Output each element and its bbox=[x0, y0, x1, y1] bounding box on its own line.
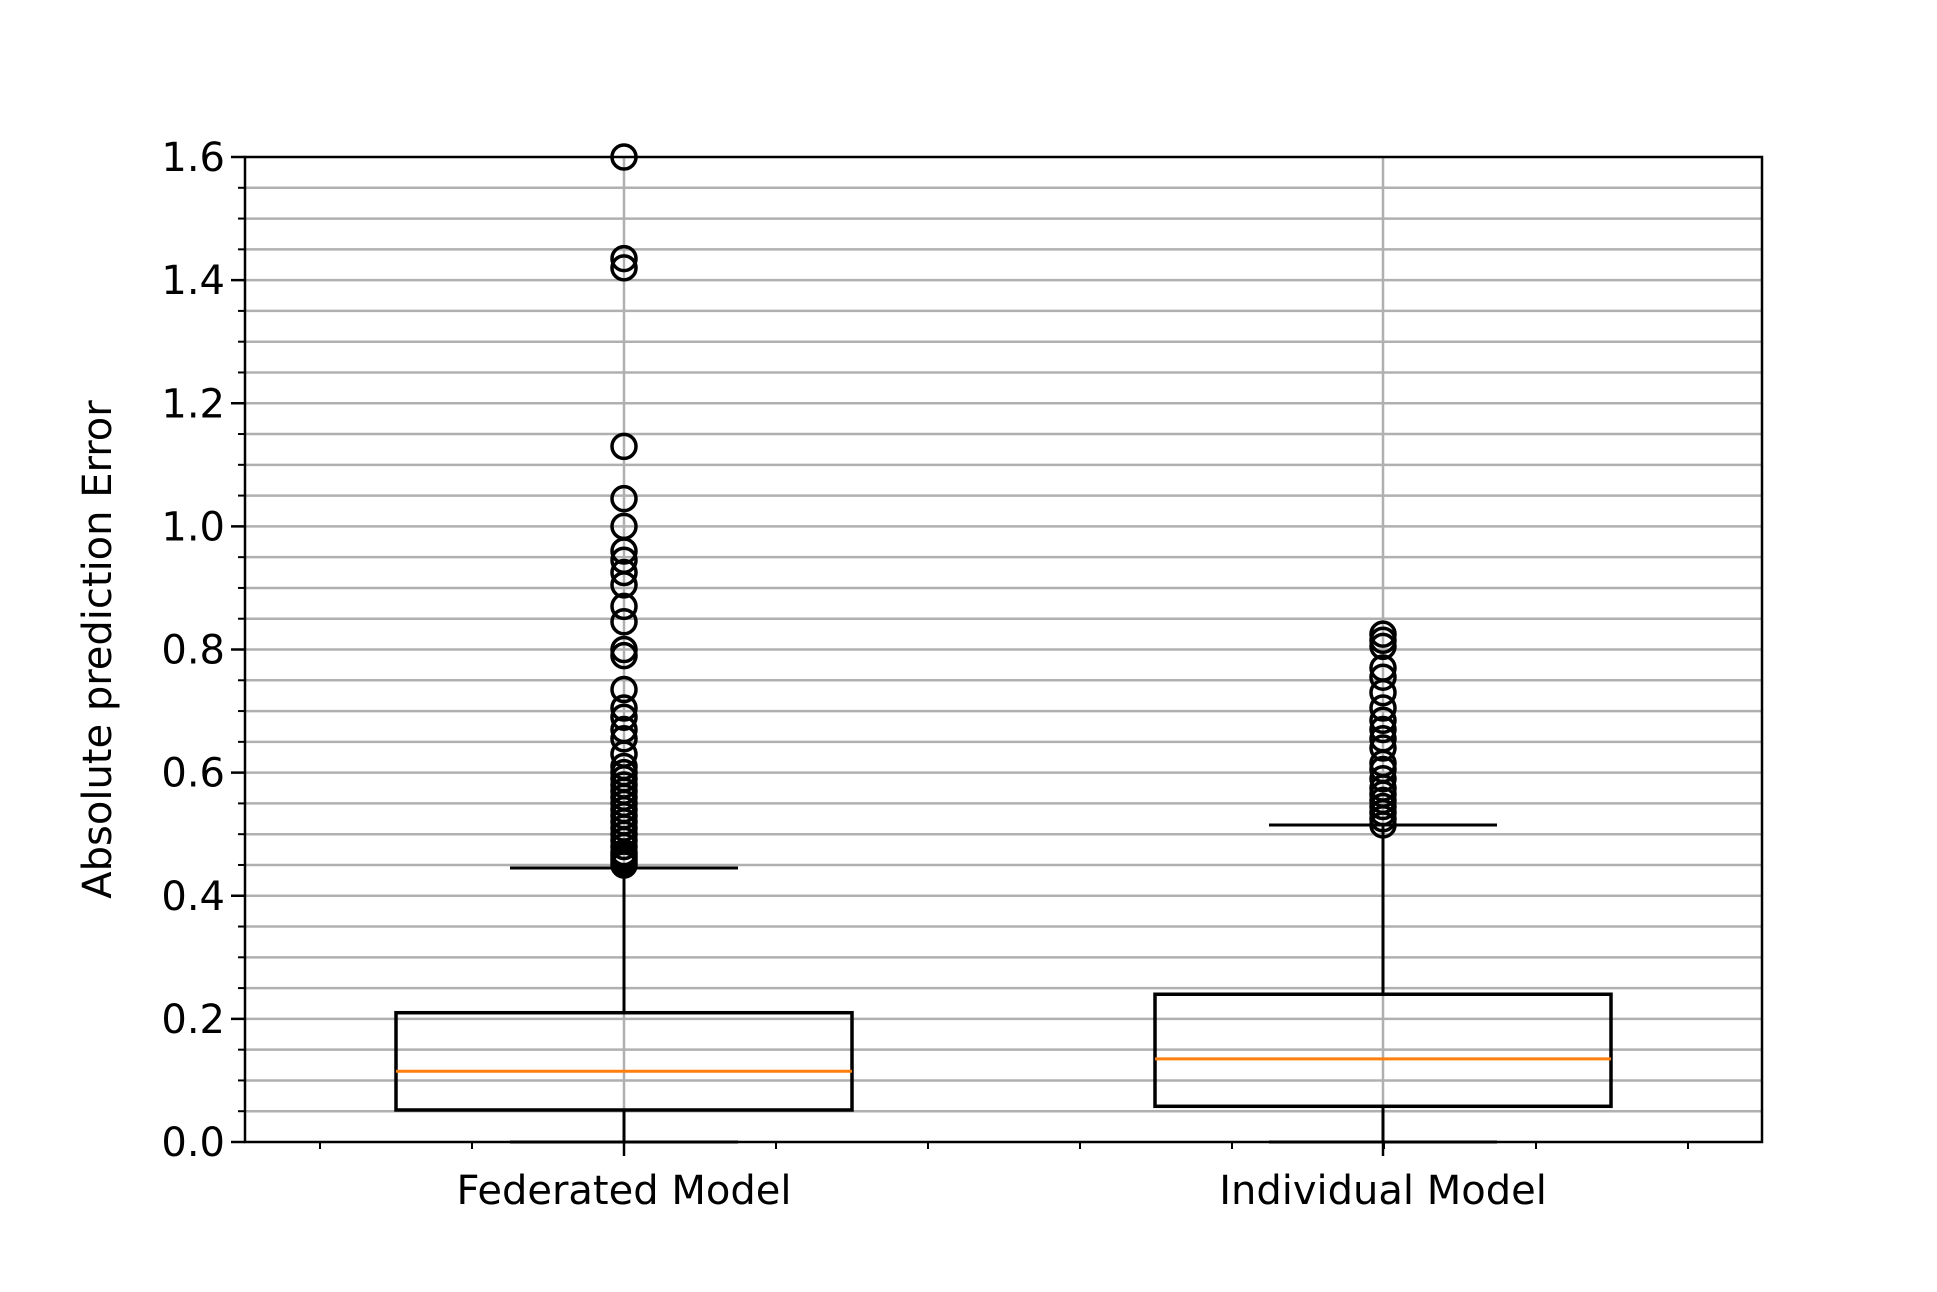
outlier-point bbox=[1369, 620, 1397, 648]
y-tick-label: 0.0 bbox=[161, 1120, 225, 1166]
outlier-point bbox=[1369, 663, 1397, 691]
y-tick-label: 1.4 bbox=[161, 258, 225, 304]
plot-frame bbox=[243, 155, 1764, 1144]
outlier-point bbox=[610, 244, 638, 273]
x-tick-label: Federated Model bbox=[457, 1168, 792, 1214]
y-tick-label: 0.4 bbox=[161, 874, 225, 920]
y-tick-label: 0.2 bbox=[161, 997, 225, 1043]
outlier-point bbox=[610, 512, 638, 541]
y-tick-label: 1.0 bbox=[161, 504, 225, 550]
y-tick-label: 0.8 bbox=[161, 628, 225, 674]
outlier-point bbox=[1369, 694, 1397, 722]
outlier-point bbox=[610, 608, 638, 636]
box-plots bbox=[394, 143, 1613, 1144]
outlier-point bbox=[1369, 715, 1397, 744]
outlier-point bbox=[1369, 765, 1397, 793]
outlier-point bbox=[610, 675, 638, 704]
outlier-point bbox=[1369, 734, 1397, 762]
y-tick-label: 1.2 bbox=[161, 381, 225, 427]
outlier-point bbox=[1369, 725, 1397, 753]
outlier-point bbox=[610, 432, 638, 461]
outlier-point bbox=[610, 546, 638, 574]
y-tick-label: 1.6 bbox=[161, 135, 225, 181]
outlier-point bbox=[610, 635, 638, 664]
outlier-point bbox=[610, 703, 638, 731]
box-group bbox=[1153, 620, 1613, 1144]
outlier-point bbox=[610, 715, 638, 744]
box-iqr bbox=[394, 1010, 854, 1112]
outlier-point bbox=[1369, 706, 1397, 735]
y-axis-title: Absolute prediction Error bbox=[75, 400, 121, 899]
grid bbox=[245, 157, 1762, 1142]
box-group bbox=[394, 143, 854, 1144]
y-tick-label: 0.6 bbox=[161, 751, 225, 797]
x-tick-label: Individual Model bbox=[1219, 1168, 1547, 1214]
outlier-point bbox=[610, 725, 638, 753]
outlier-point bbox=[610, 558, 638, 587]
outlier-point bbox=[610, 694, 638, 722]
outlier-point bbox=[610, 752, 638, 781]
outlier-point bbox=[610, 484, 638, 513]
outlier-point bbox=[1369, 654, 1397, 682]
box-iqr bbox=[1153, 992, 1613, 1109]
outlier-point bbox=[610, 254, 638, 282]
outlier-point bbox=[610, 592, 638, 621]
axis-ticks: 0.0 0.2 0.4 0.6 0.8 1.0 1.2 1.4 1.6 Federated Mod… bbox=[161, 135, 1689, 1214]
